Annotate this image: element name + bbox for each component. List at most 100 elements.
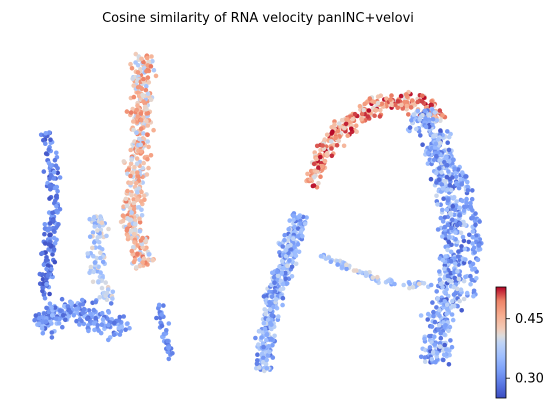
scatter-point: [345, 133, 351, 138]
scatter-point: [311, 183, 317, 188]
scatter-point: [285, 244, 291, 249]
scatter-point: [455, 269, 460, 274]
scatter-point: [470, 215, 475, 220]
scatter-point: [407, 125, 413, 130]
scatter-point: [95, 323, 100, 328]
scatter-point: [440, 234, 445, 239]
scatter-point: [423, 115, 428, 121]
scatter-point: [131, 94, 137, 100]
scatter-point: [97, 295, 103, 300]
scatter-point: [361, 107, 367, 113]
scatter-point: [453, 230, 458, 235]
scatter-point: [92, 240, 97, 245]
scatter-point: [442, 215, 448, 220]
scatter-point: [287, 218, 293, 223]
scatter-point: [98, 250, 103, 255]
scatter-point: [401, 282, 407, 288]
scatter-point: [254, 361, 260, 367]
scatter-point: [339, 117, 345, 123]
scatter-point: [282, 237, 287, 243]
scatter-point: [402, 99, 407, 105]
scatter-point: [473, 211, 478, 216]
scatter-point: [462, 246, 468, 252]
scatter-point: [139, 207, 144, 213]
scatter-point: [125, 321, 130, 326]
scatter-point: [450, 217, 455, 222]
scatter-point: [329, 131, 335, 136]
scatter-point: [99, 247, 105, 252]
scatter-point: [332, 122, 337, 127]
scatter-point: [328, 259, 334, 265]
scatter-point: [270, 343, 275, 348]
scatter-point: [62, 304, 67, 309]
scatter-point: [285, 263, 290, 269]
scatter-point: [99, 322, 105, 328]
scatter-point: [69, 300, 75, 306]
scatter-point: [129, 192, 134, 198]
scatter-point: [288, 246, 294, 252]
scatter-point: [41, 311, 47, 316]
scatter-point: [79, 318, 84, 324]
scatter-point: [435, 227, 441, 232]
scatter-point: [138, 111, 144, 116]
scatter-point: [77, 322, 82, 327]
scatter-point: [444, 174, 450, 180]
scatter-point: [293, 261, 299, 267]
scatter-point: [353, 123, 359, 128]
scatter-point: [434, 310, 440, 316]
scatter-point: [468, 273, 473, 279]
scatter-point: [419, 99, 425, 104]
scatter-point: [129, 157, 134, 163]
scatter-point: [454, 223, 460, 228]
scatter-point: [441, 357, 446, 363]
scatter-point: [280, 295, 286, 301]
scatter-point: [434, 193, 439, 199]
scatter-point: [289, 274, 295, 279]
scatter-point: [43, 141, 48, 146]
scatter-point: [451, 284, 457, 290]
scatter-point: [458, 287, 464, 293]
scatter-point: [146, 165, 151, 171]
scatter-point: [253, 335, 258, 341]
scatter-point: [446, 134, 452, 140]
scatter-point: [448, 338, 453, 343]
scatter-point: [454, 199, 459, 204]
scatter-point: [463, 274, 468, 280]
scatter-point: [295, 234, 301, 239]
scatter-point: [432, 110, 438, 115]
scatter-point: [145, 91, 151, 97]
scatter-point: [43, 319, 49, 325]
scatter-point: [444, 311, 450, 317]
scatter-point: [441, 178, 447, 184]
scatter-point: [264, 337, 269, 343]
scatter-point: [429, 103, 435, 108]
scatter-point: [104, 290, 110, 296]
scatter-point: [135, 197, 140, 202]
scatter-point: [131, 259, 137, 265]
scatter-point: [159, 323, 165, 329]
scatter-point: [146, 80, 152, 85]
scatter-point: [145, 110, 151, 116]
scatter-point: [144, 55, 150, 61]
scatter-point: [90, 230, 96, 235]
scatter-point: [142, 104, 148, 110]
scatter-point: [461, 278, 467, 284]
scatter-point: [282, 232, 288, 238]
scatter-point: [449, 187, 454, 193]
scatter-point: [261, 355, 266, 361]
scatter-point: [262, 326, 268, 332]
scatter-point: [457, 273, 462, 278]
scatter-point: [256, 365, 262, 370]
scatter-point: [342, 125, 347, 131]
scatter-point: [434, 351, 440, 356]
scatter-point: [90, 245, 95, 251]
scatter-point: [329, 153, 335, 159]
scatter-point: [445, 129, 450, 134]
scatter-point: [139, 86, 145, 92]
scatter-point: [445, 198, 451, 203]
scatter-point: [431, 157, 437, 162]
scatter-point: [324, 150, 330, 156]
scatter-point: [311, 174, 317, 180]
scatter-point: [438, 331, 444, 336]
scatter-point: [141, 256, 147, 261]
